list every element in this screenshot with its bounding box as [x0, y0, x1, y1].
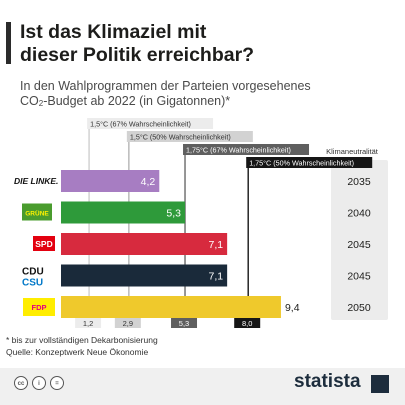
- statista-logo-mark-icon: [371, 375, 389, 393]
- threshold-label-box: [126, 131, 253, 142]
- footer-strip: [0, 368, 405, 405]
- fdp-logo: [23, 298, 55, 316]
- cdu-logo: CDU: [22, 267, 44, 278]
- neutrality-year: 2045: [347, 239, 371, 251]
- neutrality-year: 2040: [347, 208, 371, 220]
- chart-subtitle: In den Wahlprogrammen der Parteien vorge…: [20, 79, 311, 108]
- chart-title: Ist das Klimaziel mit dieser Politik err…: [20, 21, 255, 66]
- threshold-label: 1,75°C (50% Wahrscheinlichkeit): [249, 159, 354, 168]
- die-linke-logo: DIE LINKE.: [14, 176, 58, 186]
- threshold-label: 1,75°C (67% Wahrscheinlichkeit): [186, 146, 291, 155]
- threshold-tick-label: 2,9: [123, 319, 133, 328]
- threshold-tick-box: [234, 318, 261, 328]
- spd-logo-text: SPD: [35, 239, 52, 249]
- threshold-label: 1,5°C (67% Wahrscheinlichkeit): [90, 120, 191, 129]
- bar-value-label: 4,2: [141, 176, 156, 188]
- threshold-tick-label: 1,2: [83, 319, 93, 328]
- csu-logo: CSU: [22, 278, 43, 289]
- bar-chart: 1,5°C (67% Wahrscheinlichkeit) 1,2 1,5°C (…: [14, 118, 388, 328]
- neutrality-year: 2050: [347, 302, 371, 314]
- bar: [61, 264, 228, 287]
- creative-commons-icon[interactable]: cc: [14, 376, 28, 390]
- fdp-logo-text: FDP: [32, 303, 47, 312]
- bar-value-label: 7,1: [209, 239, 224, 251]
- threshold-tick-box: [171, 318, 198, 328]
- no-derivatives-icon[interactable]: =: [50, 376, 64, 390]
- title-accent-bar: [6, 22, 11, 64]
- bar-value-label: 5,3: [166, 208, 181, 220]
- bar-value-label: 9,4: [285, 302, 300, 314]
- bar: [61, 296, 281, 318]
- bar: [61, 201, 186, 224]
- threshold-label-box: [183, 144, 310, 155]
- threshold-label: 1,5°C (50% Wahrscheinlichkeit): [130, 133, 231, 142]
- gruene-logo-text: GRÜNE: [25, 209, 49, 218]
- gruene-logo: [22, 203, 52, 221]
- neutrality-year: 2035: [347, 176, 371, 188]
- neutrality-column: [331, 160, 388, 320]
- statista-logo[interactable]: statista: [294, 371, 361, 392]
- threshold-tick-box: [114, 318, 141, 328]
- neutrality-year: 2045: [347, 271, 371, 283]
- threshold-tick-box: [75, 318, 102, 328]
- attribution-icon[interactable]: i: [32, 376, 46, 390]
- threshold-tick-label: 8,0: [242, 319, 252, 328]
- footnote: * bis zur vollständigen Dekarbonisierung…: [6, 335, 158, 357]
- bar: [61, 170, 160, 192]
- bar-value-label: 7,1: [209, 271, 224, 283]
- threshold-label-box: [246, 157, 373, 168]
- bar: [61, 233, 228, 255]
- spd-logo: [33, 236, 55, 251]
- threshold-label-box: [87, 118, 214, 129]
- threshold-tick-label: 5,3: [179, 319, 189, 328]
